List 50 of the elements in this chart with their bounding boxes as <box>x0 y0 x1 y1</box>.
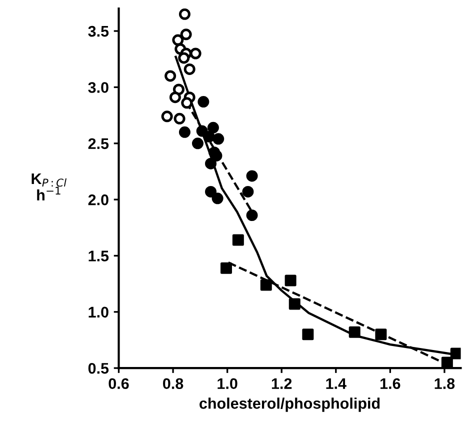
point <box>178 126 190 138</box>
x-tick-label: 0.6 <box>108 378 129 390</box>
y-tick-label: 2.5 <box>88 138 109 150</box>
point <box>220 262 232 274</box>
point <box>205 186 217 198</box>
point <box>441 356 453 368</box>
x-tick-label: 1.8 <box>434 378 455 390</box>
point <box>450 348 461 360</box>
y-tick-label: 0.5 <box>88 362 109 374</box>
y-tick-label: 3.0 <box>88 82 108 93</box>
point <box>302 328 314 340</box>
point <box>192 138 204 150</box>
point <box>212 192 224 204</box>
x-tick-label: 1.2 <box>272 378 292 389</box>
point <box>348 326 360 338</box>
y-tick-label: 3.5 <box>88 26 109 37</box>
point <box>178 8 190 20</box>
x-axis-title: cholesterol/phospholipid <box>200 398 380 412</box>
point <box>284 274 296 286</box>
point <box>196 125 208 137</box>
point <box>178 52 190 64</box>
x-tick-label: 0.8 <box>163 378 184 390</box>
x-tick-label: 1.0 <box>218 378 238 390</box>
point <box>174 112 186 124</box>
point <box>242 186 254 198</box>
point <box>246 210 258 222</box>
point <box>184 63 196 75</box>
y-axis-title: K$_{P:Cl}$ h$^{−1}$ <box>32 174 67 200</box>
point <box>164 70 176 82</box>
point <box>232 234 244 246</box>
point <box>198 96 210 108</box>
point <box>260 279 272 291</box>
point <box>288 298 300 310</box>
point <box>181 97 193 109</box>
point <box>190 48 202 60</box>
point <box>246 170 258 182</box>
point <box>180 28 192 40</box>
y-tick-label: 1.5 <box>88 250 109 262</box>
point <box>161 110 173 122</box>
point <box>169 92 181 104</box>
x-tick-label: 1.6 <box>380 378 400 390</box>
point <box>212 133 224 145</box>
point <box>375 328 387 340</box>
point <box>203 130 215 142</box>
x-tick-label: 1.4 <box>326 378 346 389</box>
point <box>207 122 219 134</box>
point <box>205 158 217 170</box>
y-tick-label: 2.0 <box>88 194 108 206</box>
y-tick-label: 1.0 <box>88 306 108 318</box>
point <box>172 34 184 46</box>
